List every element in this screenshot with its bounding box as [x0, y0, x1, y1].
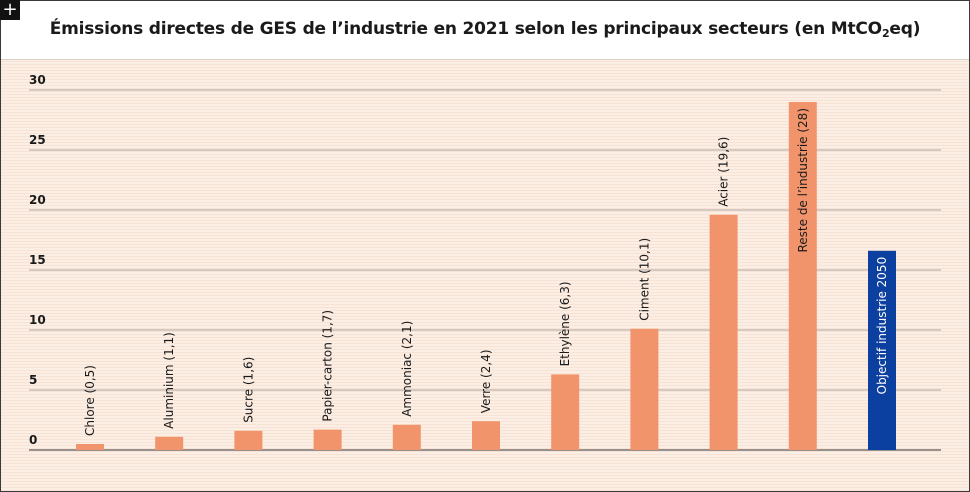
expand-icon[interactable]: +: [0, 0, 20, 20]
bar-6: [472, 421, 500, 450]
title-bar: Émissions directes de GES de l’industrie…: [1, 1, 969, 60]
chart-title: Émissions directes de GES de l’industrie…: [1, 19, 969, 40]
y-tick-label-15: 15: [29, 253, 46, 267]
bar-1: [76, 444, 104, 450]
y-tick-label-5: 5: [29, 373, 37, 387]
category-label-6: Verre (2,4): [479, 349, 493, 413]
bar-5: [392, 424, 421, 450]
category-label-4: Papier-carton (1,7): [321, 310, 335, 422]
category-label-7: Ethylène (6,3): [558, 281, 572, 366]
y-tick-label-20: 20: [29, 193, 46, 207]
y-tick-label-30: 30: [29, 73, 46, 87]
bar-7: [551, 374, 580, 450]
bar-11: [868, 250, 896, 450]
bar-9: [709, 214, 738, 450]
chart-title-end: eq): [889, 19, 921, 39]
bar-2: [155, 436, 184, 450]
category-label-1: Chlore (0,5): [83, 365, 97, 436]
chart-title-subscript: 2: [881, 27, 890, 40]
category-label-10: Reste de l’industrie (28): [796, 108, 810, 253]
category-label-8: Ciment (10,1): [637, 238, 651, 321]
category-label-2: Aluminium (1,1): [162, 332, 176, 429]
category-label-3: Sucre (1,6): [241, 357, 255, 423]
y-tick-label-25: 25: [29, 133, 46, 147]
bar-4: [313, 429, 342, 450]
bar-3: [234, 430, 263, 450]
y-tick-label-0: 0: [29, 433, 37, 447]
category-label-5: Ammoniac (2,1): [400, 321, 414, 417]
y-tick-label-10: 10: [29, 313, 46, 327]
chart-title-main: Émissions directes de GES de l’industrie…: [49, 19, 882, 39]
bar-10: [788, 102, 817, 450]
plot-area: 0 5 10 15 20 25 30 Chlore (0,5) Aluminium (1,1) S…: [1, 60, 969, 491]
category-label-9: Acier (19,6): [717, 137, 731, 207]
bar-chart: 0 5 10 15 20 25 30 Chlore (0,5) Aluminium (1,1) S…: [29, 73, 941, 451]
category-label-11: Objectif industrie 2050: [875, 257, 889, 395]
bar-8: [630, 328, 659, 450]
